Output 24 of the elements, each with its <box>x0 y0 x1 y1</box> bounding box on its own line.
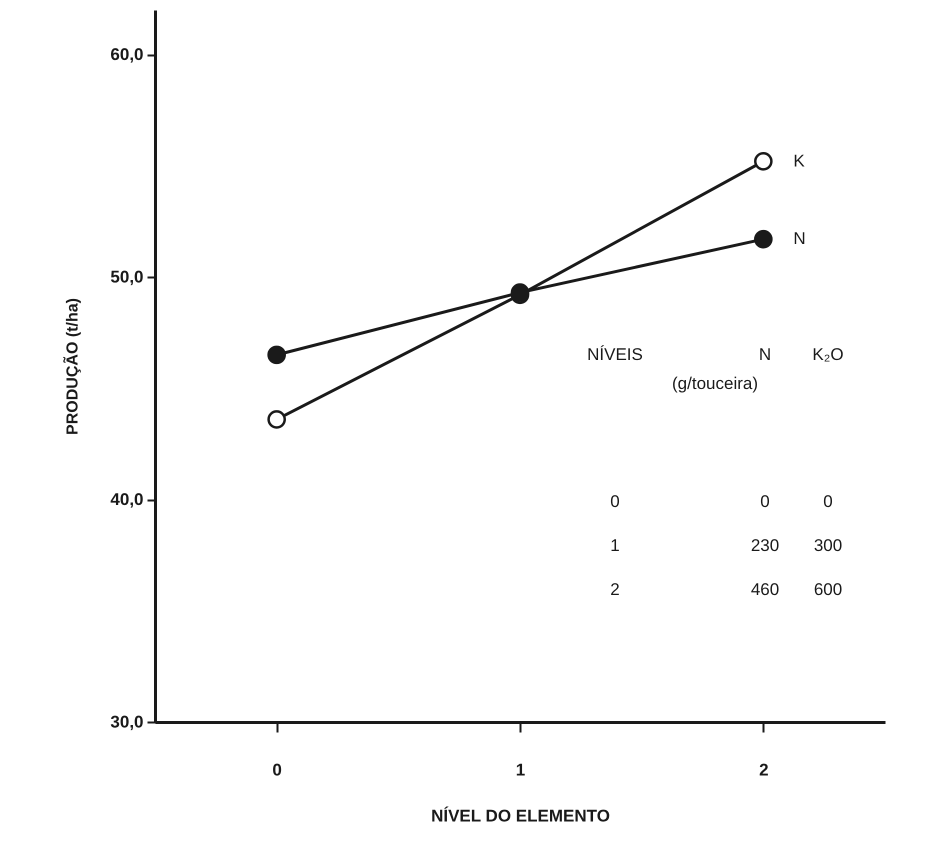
y-tick-label: 50,0 <box>110 268 144 286</box>
annotation: 0 <box>610 492 620 511</box>
annotation: 600 <box>814 580 842 599</box>
y-tick-label: 60,0 <box>110 45 144 64</box>
annotation: 0 <box>823 492 833 511</box>
annotation: 0 <box>760 492 770 511</box>
series-label: K <box>793 151 806 170</box>
x-tick-label: 2 <box>759 760 769 780</box>
annotation: 2 <box>610 580 620 599</box>
y-tick-label: 40,0 <box>110 490 144 509</box>
annotation: K₂O <box>812 345 844 364</box>
annotation: 300 <box>814 536 842 555</box>
y-tick-label: 30,0 <box>110 712 144 732</box>
series-label: N <box>793 229 806 248</box>
x-axis-title: NÍVEL DO ELEMENTO <box>431 806 610 826</box>
annotation: 1 <box>610 536 620 555</box>
annotation: 230 <box>750 536 780 555</box>
x-tick-label: 1 <box>516 760 526 780</box>
annotation: N <box>758 345 772 364</box>
y-axis-title: PRODUÇÃO (t/ha) <box>62 298 82 435</box>
annotation: 460 <box>750 580 780 599</box>
x-tick-label: 0 <box>272 760 282 780</box>
annotation: NÍVEIS <box>587 345 643 364</box>
annotation: (g/touceira) <box>672 374 758 393</box>
